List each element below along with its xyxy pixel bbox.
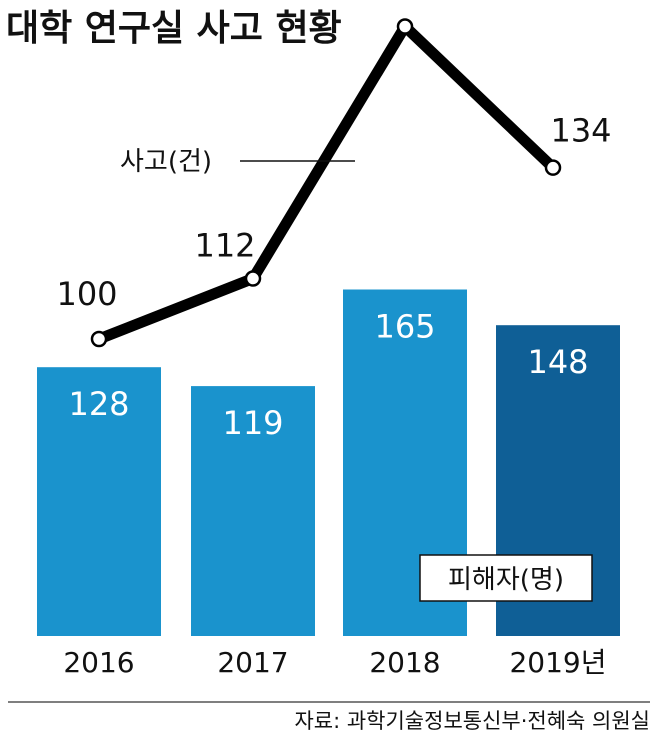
category-labels-group: 2016 2017 2018 2019년 xyxy=(63,646,606,679)
line-point-2016 xyxy=(90,330,108,348)
bar-labels-group: 128 119 165 148 xyxy=(68,308,588,443)
bar-legend-label: 피해자(명) xyxy=(448,565,564,595)
line-value-label-2019년: 134 xyxy=(550,112,611,150)
line-series-path xyxy=(93,21,559,345)
line-legend-label: 사고(건) xyxy=(120,147,212,177)
line-point-2019년 xyxy=(544,159,562,176)
bar-legend-box xyxy=(419,554,593,602)
line-value-label-2016: 100 xyxy=(56,275,117,313)
line-point-2018 xyxy=(396,18,414,35)
chart-title: 대학 연구실 사고 현황 xyxy=(6,8,342,49)
category-label-2016: 2016 xyxy=(63,646,134,679)
category-label-2017: 2017 xyxy=(217,646,288,679)
line-point-2017 xyxy=(244,270,262,287)
category-label-2018: 2018 xyxy=(369,646,440,679)
line-series-group xyxy=(90,18,562,348)
bar-2016 xyxy=(37,367,161,636)
line-value-label-2017: 112 xyxy=(194,227,255,265)
bar-value-label-2016: 128 xyxy=(68,385,129,423)
category-label-2019년: 2019년 xyxy=(509,646,606,679)
bar-2017 xyxy=(191,386,315,636)
bar-value-label-2017: 119 xyxy=(222,404,283,442)
line-value-label-2018: 162 xyxy=(354,0,415,1)
bar-value-label-2018: 165 xyxy=(374,308,435,346)
line-labels-group: 100 112 162 134 xyxy=(56,0,611,313)
source-note: 자료: 과학기술정보통신부·전혜숙 의원실 xyxy=(294,709,650,733)
bar-value-label-2019년: 148 xyxy=(527,343,588,381)
